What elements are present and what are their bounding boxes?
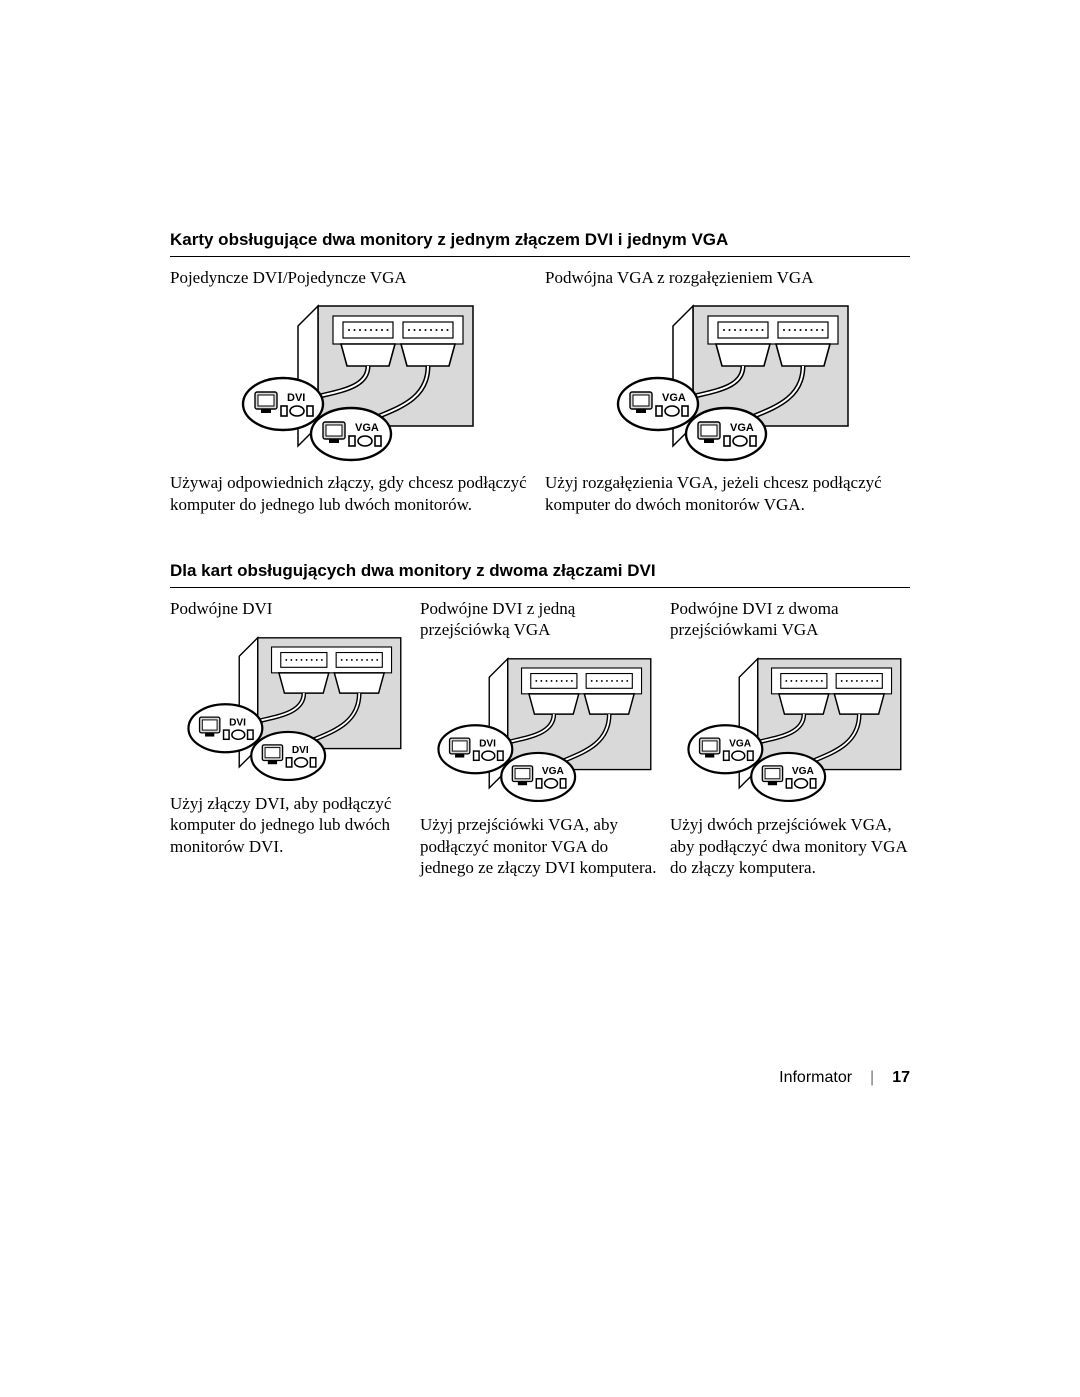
section1-col2-body: Użyj rozgałęzienia VGA, jeżeli chcesz po… bbox=[545, 472, 910, 515]
section2-col2-body: Użyj przejściówki VGA, aby podłączyć mon… bbox=[420, 814, 660, 878]
svg-text:VGA: VGA bbox=[730, 422, 754, 434]
section2-row: Podwójne DVI DVI DVI Użyj złączy DVI, aby… bbox=[170, 598, 910, 878]
svg-text:VGA: VGA bbox=[662, 392, 686, 404]
page-footer: Informator | 17 bbox=[779, 1069, 910, 1087]
section2-col3: Podwójne DVI z dwoma przejściówkami VGA … bbox=[670, 598, 910, 878]
footer-label: Informator bbox=[779, 1069, 852, 1087]
section2-col1-diagram: DVI DVI bbox=[170, 627, 410, 787]
svg-text:DVI: DVI bbox=[287, 392, 305, 404]
section2-col3-subhead: Podwójne DVI z dwoma przejściówkami VGA bbox=[670, 598, 910, 641]
svg-text:VGA: VGA bbox=[542, 766, 565, 777]
svg-text:DVI: DVI bbox=[292, 745, 309, 756]
svg-text:VGA: VGA bbox=[792, 766, 815, 777]
svg-text:DVI: DVI bbox=[479, 739, 496, 750]
section2-col3-diagram: VGA VGA bbox=[670, 648, 910, 808]
footer-separator: | bbox=[870, 1069, 874, 1087]
section2-heading: Dla kart obsługujących dwa monitory z dw… bbox=[170, 561, 910, 588]
section1-col1-subhead: Pojedyncze DVI/Pojedyncze VGA bbox=[170, 267, 535, 288]
section2-col1-body: Użyj złączy DVI, aby podłączyć komputer … bbox=[170, 793, 410, 857]
section1-col2: Podwójna VGA z rozgałęzieniem VGA VGAVGA… bbox=[545, 267, 910, 515]
section2-col3-body: Użyj dwóch przejściówek VGA, aby podłącz… bbox=[670, 814, 910, 878]
footer-page-number: 17 bbox=[892, 1069, 910, 1087]
section2-col1: Podwójne DVI DVI DVI Użyj złączy DVI, aby… bbox=[170, 598, 410, 878]
section2-col2-diagram: DVI VGA bbox=[420, 648, 660, 808]
svg-text:DVI: DVI bbox=[229, 717, 246, 728]
section1-col2-subhead: Podwójna VGA z rozgałęzieniem VGA bbox=[545, 267, 910, 288]
section2-col1-subhead: Podwójne DVI bbox=[170, 598, 410, 619]
section1-col1-body: Używaj odpowiednich złączy, gdy chcesz p… bbox=[170, 472, 535, 515]
manual-page: Karty obsługujące dwa monitory z jednym … bbox=[0, 0, 1080, 1397]
section2-col2-subhead: Podwójne DVI z jedną przejściówką VGA bbox=[420, 598, 660, 641]
section1-col2-diagram: VGA VGA bbox=[545, 296, 910, 466]
svg-text:VGA: VGA bbox=[355, 422, 379, 434]
section1-heading: Karty obsługujące dwa monitory z jednym … bbox=[170, 230, 910, 257]
section1-col1-diagram: DVI VGA bbox=[170, 296, 535, 466]
svg-text:VGA: VGA bbox=[729, 739, 752, 750]
section2-col2: Podwójne DVI z jedną przejściówką VGA DV… bbox=[420, 598, 660, 878]
section1-row: Pojedyncze DVI/Pojedyncze VGA DVI VGA Uży… bbox=[170, 267, 910, 515]
section1-col1: Pojedyncze DVI/Pojedyncze VGA DVI VGA Uży… bbox=[170, 267, 535, 515]
